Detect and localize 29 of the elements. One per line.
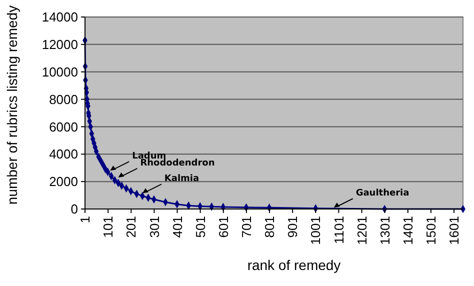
x-tick-label: 401: [170, 216, 185, 238]
annotation: Kalmia: [164, 174, 200, 184]
x-tick-label: 1: [78, 216, 93, 224]
x-tick-label: 1001: [308, 216, 324, 245]
y-axis-title: number of rubrics listing remedy: [4, 5, 20, 205]
y-tick-label: 4000: [49, 146, 78, 162]
y-tick-label: 6000: [49, 119, 78, 134]
x-tick-label: 301: [146, 216, 162, 238]
x-tick-label: 1201: [354, 216, 370, 245]
y-tick-label: 0: [70, 202, 78, 217]
x-tick-label: 1601: [446, 216, 462, 245]
x-tick-label: 801: [262, 216, 278, 238]
x-tick-label: 501: [192, 216, 208, 238]
annotation: Gaultheria: [356, 188, 410, 199]
y-tick-label: 2000: [49, 174, 78, 190]
x-tick-label: 601: [216, 216, 231, 238]
x-tick-label: 101: [100, 216, 116, 238]
x-tick-label: 1401: [400, 216, 416, 245]
x-tick-label: 1101: [331, 216, 346, 244]
y-tick-label: 14000: [42, 10, 78, 25]
x-tick-label: 201: [124, 216, 139, 238]
x-tick-label: 901: [285, 216, 300, 238]
y-tick-label: 8000: [49, 92, 78, 107]
y-tick-label: 12000: [42, 36, 78, 52]
x-tick-label: 701: [238, 216, 254, 238]
y-tick-label: 10000: [42, 64, 78, 80]
x-tick-label: 1301: [377, 216, 392, 245]
x-tick-label: 1501: [423, 216, 438, 245]
x-axis-title: rank of remedy: [247, 257, 341, 273]
